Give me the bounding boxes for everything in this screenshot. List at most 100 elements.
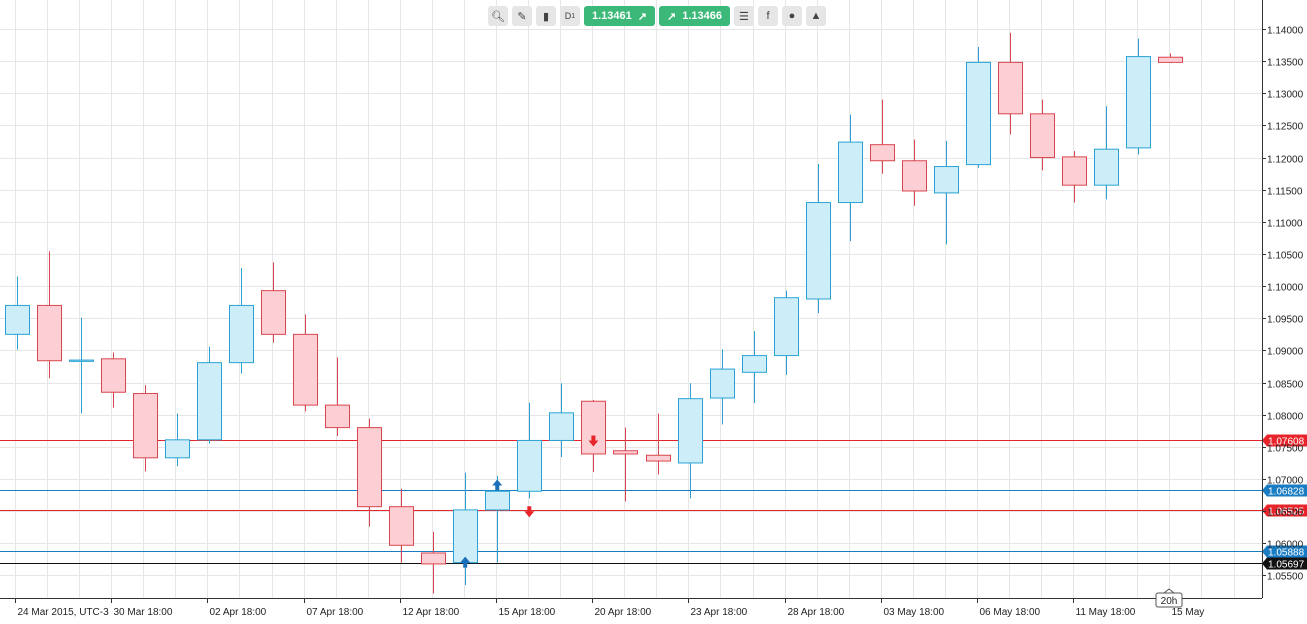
y-tick-label: 1.10500 — [1267, 251, 1304, 262]
candle — [101, 352, 126, 408]
y-tick-label: 1.09000 — [1267, 347, 1304, 358]
price-line-badge — [1262, 504, 1307, 517]
candle-body — [389, 506, 414, 546]
candle-body — [870, 144, 895, 162]
y-tick-label: 1.06500 — [1267, 508, 1304, 519]
sell-signal-arrow — [588, 435, 599, 447]
candle-body — [421, 552, 446, 565]
chart-settings-icon[interactable]: ✎ — [512, 6, 532, 26]
candle — [902, 139, 927, 206]
price-line-badge — [1262, 545, 1307, 558]
candle — [838, 114, 863, 242]
bid-arrow-icon: ↗ — [637, 10, 647, 23]
candle-body — [5, 304, 30, 335]
timeframe-tag-pointer — [1162, 588, 1176, 594]
candle — [1158, 53, 1183, 64]
candle — [870, 99, 895, 174]
grid-layer — [0, 0, 1262, 598]
x-tick-label: 12 Apr 18:00 — [403, 607, 460, 618]
price-line-label: 1.05697 — [1268, 560, 1305, 571]
candle — [1062, 151, 1087, 203]
price-line-label: 1.06828 — [1268, 487, 1305, 498]
candle — [934, 140, 959, 245]
candle-body — [806, 202, 831, 300]
candle-body — [69, 359, 94, 362]
candle — [1126, 38, 1151, 155]
candle — [742, 331, 767, 404]
y-tick-label: 1.13000 — [1267, 90, 1304, 101]
candle-body — [133, 393, 158, 459]
candle-body — [1094, 148, 1119, 186]
candle-body — [453, 509, 478, 564]
candle-body — [742, 355, 767, 373]
candle-body — [485, 490, 510, 511]
x-tick-label: 24 Mar 2015, UTC-3 — [18, 607, 110, 618]
y-tick-label: 1.11500 — [1267, 187, 1303, 198]
x-tick-label: 15 Apr 18:00 — [499, 607, 556, 618]
candle — [357, 418, 382, 527]
candle-body — [549, 412, 574, 441]
candle — [678, 383, 703, 499]
y-tick-label: 1.07500 — [1267, 444, 1304, 455]
candle — [133, 385, 158, 472]
palette-icon[interactable]: ● — [781, 6, 802, 26]
candle-body — [517, 439, 542, 492]
y-tick-label: 1.12500 — [1267, 122, 1304, 133]
x-tick-label: 06 May 18:00 — [980, 607, 1041, 618]
candle-body — [1030, 113, 1055, 159]
candle-body — [229, 304, 254, 364]
buy-signal-arrow — [460, 556, 471, 568]
candle — [613, 427, 638, 502]
candle-body — [325, 404, 350, 429]
candle-body — [197, 362, 222, 441]
facebook-icon[interactable]: f — [757, 6, 778, 26]
y-tick-label: 1.12000 — [1267, 155, 1304, 166]
candle — [966, 46, 991, 168]
candle-body — [678, 398, 703, 464]
price-line-badge — [1262, 484, 1307, 497]
y-tick-label: 1.11000 — [1267, 219, 1303, 230]
candles-icon[interactable]: ▮ — [536, 6, 556, 26]
price-line-label: 1.06525 — [1268, 507, 1305, 518]
candle — [197, 346, 222, 444]
ask-button[interactable]: ↗ 1.13466 — [658, 6, 730, 26]
x-tick-label: 30 Mar 18:00 — [114, 607, 173, 618]
bid-button[interactable]: 1.13461 ↗ — [584, 6, 655, 26]
ask-arrow-icon: ↗ — [666, 10, 677, 23]
candle-body — [1126, 56, 1151, 149]
price-line-label: 1.05888 — [1268, 548, 1305, 559]
zoom-icon[interactable]: 🔍︎ — [488, 6, 508, 26]
candle-body — [774, 297, 799, 357]
x-tick-label: 02 Apr 18:00 — [210, 607, 267, 618]
candle — [998, 32, 1023, 135]
candle — [421, 531, 446, 594]
candle — [549, 383, 574, 458]
candle — [261, 262, 286, 343]
x-tick-label: 23 Apr 18:00 — [691, 607, 748, 618]
x-tick-label: 07 Apr 18:00 — [307, 607, 364, 618]
price-line-badge — [1262, 434, 1307, 447]
candle — [806, 163, 831, 314]
candle — [389, 488, 414, 563]
candle — [1030, 99, 1055, 171]
candle — [229, 268, 254, 374]
x-tick-label: 03 May 18:00 — [884, 607, 945, 618]
price-line-label: 1.07608 — [1268, 437, 1305, 448]
candle — [69, 317, 94, 414]
candle — [453, 472, 478, 586]
signals-layer — [460, 435, 599, 568]
candle — [517, 402, 542, 499]
y-tick-label: 1.14000 — [1267, 26, 1304, 37]
y-tick-label: 1.08500 — [1267, 380, 1304, 391]
order-list-icon[interactable]: ☰ — [733, 6, 754, 26]
candle-body — [966, 61, 991, 166]
candle-body — [710, 368, 735, 399]
timeframe-sub: 1 — [571, 12, 576, 20]
trader-icon[interactable]: ▲ — [805, 6, 826, 26]
candle-body — [646, 454, 671, 462]
